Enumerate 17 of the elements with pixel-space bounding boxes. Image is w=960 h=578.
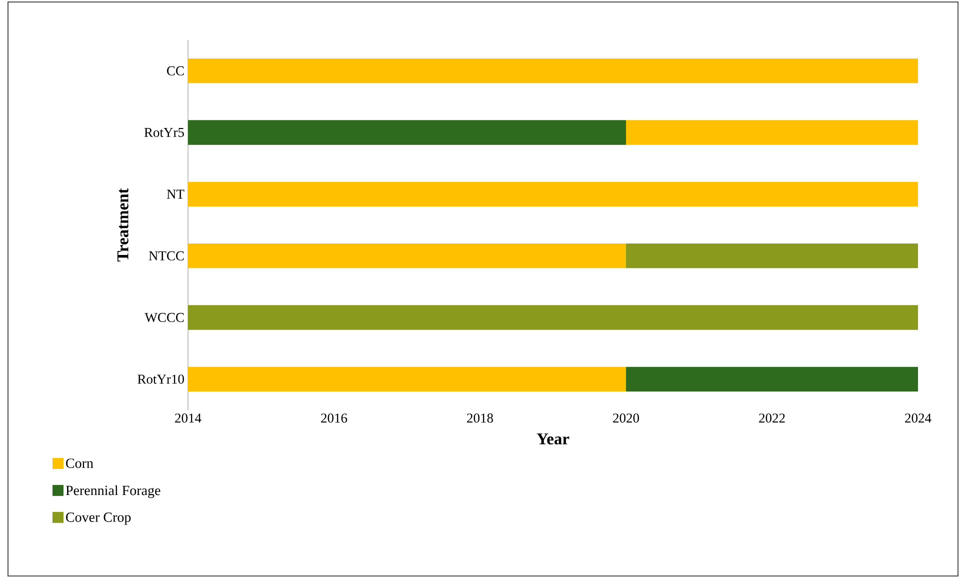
x-tick-label: 2014 (175, 414, 202, 423)
x-tick-label: 2020 (613, 414, 639, 423)
y-tick-label: RotYr10 (138, 374, 184, 384)
y-tick-label: RotYr5 (144, 128, 184, 137)
y-axis-title: Treatment (117, 188, 128, 262)
y-tick-label: NTCC (148, 251, 184, 260)
legend-label: Perennial Forage (66, 485, 160, 498)
x-tick-label: 2016 (321, 414, 348, 423)
x-axis-title: Year (536, 433, 570, 444)
y-tick-label: NT (166, 190, 184, 199)
x-tick-label: 2018 (467, 414, 493, 423)
legend-label: Cover Crop (66, 512, 131, 525)
y-tick-label: WCCC (144, 312, 184, 322)
y-tick-label: CC (167, 66, 184, 76)
legend-label: Corn (66, 458, 94, 468)
x-tick-label: 2024 (905, 414, 932, 423)
x-tick-label: 2022 (759, 414, 785, 423)
